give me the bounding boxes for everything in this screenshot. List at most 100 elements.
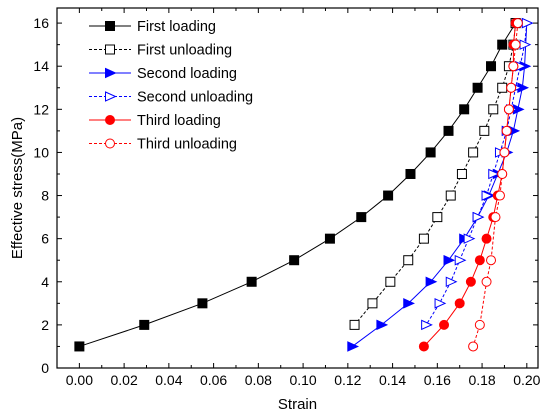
- y-tick-label: 4: [41, 274, 49, 290]
- data-point: [481, 190, 494, 201]
- data-point: [349, 319, 360, 330]
- data-point: [459, 104, 470, 115]
- data-point: [445, 190, 456, 201]
- data-point: [421, 319, 433, 331]
- data-point: [418, 341, 429, 352]
- y-tick-label: 6: [41, 231, 49, 247]
- legend-marker: [105, 115, 115, 125]
- data-point: [488, 168, 500, 180]
- y-tick-label: 16: [33, 15, 49, 31]
- y-tick-label: 14: [33, 58, 49, 74]
- x-tick-label: 0.16: [424, 372, 451, 388]
- data-point: [465, 276, 476, 287]
- data-point: [506, 82, 517, 93]
- y-tick-label: 10: [33, 144, 49, 160]
- data-point: [425, 276, 438, 288]
- y-tick-label: 2: [41, 317, 49, 333]
- data-point: [468, 341, 479, 352]
- data-point: [405, 168, 416, 179]
- data-point: [456, 168, 467, 179]
- x-tick-label: 0.18: [468, 372, 495, 388]
- legend-marker: [105, 21, 115, 31]
- series-6: [468, 18, 523, 352]
- series-layer: [74, 17, 534, 352]
- data-point: [479, 125, 490, 136]
- data-point: [454, 254, 467, 266]
- data-point: [443, 125, 454, 136]
- data-point: [472, 211, 485, 223]
- y-tick-label: 0: [41, 360, 49, 376]
- y-axis-title: Effective stress(MPa): [9, 117, 26, 259]
- data-point: [324, 233, 335, 244]
- x-tick-label: 0.06: [200, 372, 227, 388]
- data-point: [488, 104, 499, 115]
- data-point: [139, 319, 150, 330]
- x-tick-label: 0.12: [334, 372, 361, 388]
- data-point: [490, 212, 501, 223]
- x-tick-label: 0.04: [155, 372, 182, 388]
- data-point: [376, 319, 389, 331]
- data-point: [403, 298, 415, 309]
- legend-label: First unloading: [137, 43, 232, 59]
- data-point: [347, 341, 360, 352]
- data-point: [474, 319, 485, 330]
- data-point: [403, 255, 414, 266]
- data-point: [385, 276, 396, 287]
- data-point: [74, 341, 85, 352]
- x-tick-label: 0.00: [66, 372, 93, 388]
- series-line: [79, 22, 517, 347]
- x-tick-label: 0.14: [379, 372, 406, 388]
- data-point: [474, 255, 485, 266]
- series-line: [425, 23, 528, 326]
- data-point: [434, 298, 447, 309]
- data-point: [454, 298, 465, 309]
- data-point: [481, 233, 492, 244]
- legend-marker: [105, 138, 115, 149]
- data-point: [197, 298, 208, 309]
- data-point: [418, 233, 429, 244]
- data-point: [499, 147, 510, 158]
- legend-item: First unloading: [89, 43, 232, 59]
- data-point: [445, 276, 458, 288]
- y-tick-label: 12: [33, 101, 49, 117]
- data-point: [494, 190, 505, 201]
- data-point: [497, 82, 508, 93]
- legend-item: Second unloading: [89, 90, 253, 106]
- axes-layer: 0.00 0.02 0.04 0.06 0.08 0.10 0.12 0.14 0.16 0.18…: [33, 7, 541, 388]
- data-point: [439, 319, 450, 330]
- data-point: [503, 104, 514, 115]
- legend: First loading First unloading Second loadi…: [89, 19, 253, 153]
- legend-marker: [105, 67, 117, 79]
- data-point: [481, 276, 492, 287]
- data-point: [432, 212, 443, 223]
- data-point: [289, 255, 300, 266]
- legend-marker: [105, 44, 115, 55]
- legend-item: Second loading: [89, 66, 237, 82]
- legend-label: First loading: [137, 19, 216, 35]
- x-tick-label: 0.20: [513, 372, 540, 388]
- data-point: [463, 233, 476, 244]
- data-point: [425, 147, 436, 158]
- data-point: [367, 298, 378, 309]
- legend-label: Third loading: [137, 113, 221, 129]
- x-tick-label: 0.08: [245, 372, 272, 388]
- legend-label: Third unloading: [137, 137, 237, 153]
- data-point: [512, 18, 523, 29]
- series-line: [423, 23, 517, 347]
- legend-item: Third unloading: [89, 137, 237, 153]
- plot-frame: [56, 7, 539, 369]
- data-point: [486, 255, 497, 266]
- data-point: [468, 147, 479, 158]
- x-tick-label: 0.02: [110, 372, 137, 388]
- legend-marker: [105, 91, 117, 102]
- data-point: [501, 125, 512, 136]
- legend-item: Third loading: [89, 113, 221, 129]
- legend-item: First loading: [89, 19, 216, 35]
- data-point: [508, 61, 519, 72]
- data-point: [246, 276, 257, 287]
- data-point: [497, 168, 508, 179]
- data-point: [497, 39, 508, 50]
- x-tick-label: 0.10: [289, 372, 316, 388]
